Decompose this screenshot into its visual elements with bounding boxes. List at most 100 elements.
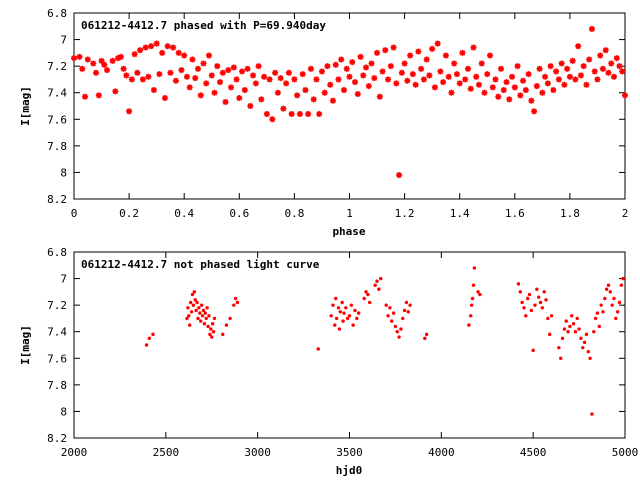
data-point [76, 53, 83, 60]
data-point [376, 93, 383, 100]
data-point [263, 110, 270, 117]
data-point [511, 84, 518, 91]
data-point [467, 323, 471, 327]
data-point [336, 306, 341, 310]
data-point [599, 303, 603, 307]
data-point [619, 283, 624, 287]
data-point [183, 73, 190, 80]
data-point [156, 71, 163, 78]
data-point [393, 324, 398, 329]
data-point [299, 71, 306, 78]
data-point [573, 330, 578, 334]
data-point [353, 308, 357, 313]
data-point [338, 310, 343, 314]
data-point [71, 55, 77, 62]
data-point [423, 56, 430, 63]
data-point [402, 308, 407, 313]
data-point [577, 72, 584, 79]
data-point [305, 110, 312, 117]
unphased-tick-labels: 2000 2500 3000 3500 4000 4500 5000 6.8 7 7.2 7.4 7.… [47, 246, 638, 459]
data-point [423, 336, 427, 341]
data-point [408, 303, 412, 307]
data-point [98, 57, 105, 64]
phased-x-tick-label: 1.2 [395, 207, 415, 220]
data-point [431, 84, 438, 91]
data-point [377, 287, 381, 291]
data-point [473, 73, 480, 80]
data-point [230, 64, 237, 71]
data-point [570, 314, 574, 318]
unphased-y-tick-label: 7.6 [47, 352, 67, 365]
data-point [572, 76, 579, 83]
phased-y-axis-label: I[mag] [19, 86, 32, 126]
data-point [277, 75, 284, 82]
unphased-x-tick-label: 3500 [336, 446, 363, 459]
data-point [373, 283, 377, 287]
unphased-x-tick-label: 4000 [428, 446, 455, 459]
phased-x-tick-label: 0.8 [284, 207, 304, 220]
phased-x-tick-label: 1.4 [450, 207, 470, 220]
data-point [575, 316, 579, 321]
data-point [205, 52, 212, 59]
data-point [566, 330, 570, 334]
data-point [250, 72, 257, 79]
unphased-x-axis-label: hjd0 [336, 464, 363, 477]
data-point [569, 57, 576, 64]
data-point [362, 296, 366, 301]
data-point [193, 298, 197, 302]
data-point [424, 332, 429, 337]
data-point [364, 290, 368, 294]
phased-y-tick-label: 7.8 [47, 140, 67, 153]
data-point [603, 296, 607, 301]
data-point [386, 314, 390, 318]
data-point [475, 81, 482, 88]
data-point [604, 287, 609, 291]
data-point [363, 64, 370, 71]
data-point [137, 47, 144, 54]
data-point [564, 319, 568, 323]
data-point [186, 84, 193, 91]
data-point [379, 68, 386, 75]
phased-ticks [73, 12, 626, 200]
data-point [206, 324, 210, 329]
data-point [398, 69, 405, 76]
data-point [112, 88, 119, 95]
data-point [343, 65, 350, 72]
phased-y-tick-label: 7 [60, 34, 67, 47]
data-point [217, 79, 224, 86]
data-point [82, 93, 89, 100]
data-point [233, 296, 238, 301]
data-point [415, 48, 422, 55]
data-point [409, 71, 416, 78]
data-point [324, 63, 331, 70]
phased-x-tick-label: 1 [346, 207, 353, 220]
data-point [599, 65, 606, 72]
data-point [379, 276, 383, 281]
data-point [442, 52, 449, 59]
data-point [247, 103, 254, 109]
data-point [516, 282, 521, 286]
data-point [445, 73, 452, 80]
data-point [346, 73, 353, 80]
data-point [123, 72, 130, 79]
data-point [393, 80, 400, 87]
unphased-plot-frame [73, 251, 626, 439]
data-point [340, 87, 347, 94]
unphased-x-tick-label: 3000 [244, 446, 271, 459]
data-point [334, 296, 338, 301]
data-point [366, 292, 370, 297]
data-point [469, 314, 473, 318]
data-point [313, 76, 320, 83]
data-point [197, 92, 204, 99]
unphased-chart-title: 061212-4412.7 not phased light curve [81, 258, 320, 271]
data-point [489, 84, 496, 91]
unphased-y-tick-label: 7.2 [47, 299, 67, 312]
unphased-x-tick-label: 2000 [61, 446, 88, 459]
data-point [131, 51, 138, 58]
data-point [201, 308, 206, 313]
data-point [188, 300, 193, 305]
unphased-data-points [144, 266, 625, 416]
data-point [590, 412, 594, 416]
data-point [334, 316, 339, 321]
phased-x-tick-label: 0.2 [119, 207, 139, 220]
